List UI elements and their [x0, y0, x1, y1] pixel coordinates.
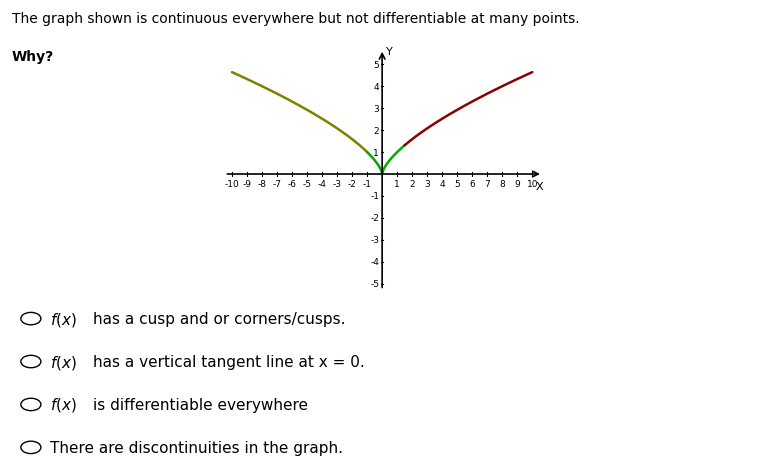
Text: 9: 9: [514, 179, 520, 188]
Text: is differentiable everywhere: is differentiable everywhere: [93, 397, 307, 412]
Text: $f(x)$: $f(x)$: [50, 396, 77, 414]
Text: 4: 4: [439, 179, 445, 188]
Text: -9: -9: [242, 179, 252, 188]
Text: 7: 7: [484, 179, 490, 188]
Text: -3: -3: [370, 236, 379, 245]
Text: 1: 1: [374, 148, 379, 157]
Text: Why?: Why?: [12, 50, 54, 64]
Text: 3: 3: [425, 179, 430, 188]
Text: -3: -3: [333, 179, 341, 188]
Text: -4: -4: [371, 258, 379, 267]
Text: -4: -4: [317, 179, 327, 188]
Text: $f(x)$: $f(x)$: [50, 310, 77, 328]
Text: 8: 8: [499, 179, 505, 188]
Text: -2: -2: [347, 179, 357, 188]
Text: has a cusp and or corners/cusps.: has a cusp and or corners/cusps.: [93, 311, 345, 327]
Text: 5: 5: [374, 60, 379, 69]
Text: X: X: [536, 181, 543, 191]
Text: Y: Y: [386, 47, 393, 57]
Text: -6: -6: [288, 179, 296, 188]
Text: -10: -10: [225, 179, 239, 188]
Text: -5: -5: [370, 280, 379, 288]
Text: $f(x)$: $f(x)$: [50, 353, 77, 371]
Text: -2: -2: [371, 214, 379, 223]
Text: -1: -1: [370, 192, 379, 201]
Text: 2: 2: [374, 126, 379, 135]
Text: 4: 4: [374, 82, 379, 91]
Text: -8: -8: [258, 179, 266, 188]
Text: 1: 1: [394, 179, 400, 188]
Text: There are discontinuities in the graph.: There are discontinuities in the graph.: [50, 440, 344, 455]
Text: 6: 6: [469, 179, 475, 188]
Text: -1: -1: [363, 179, 371, 188]
Text: 5: 5: [454, 179, 460, 188]
Text: -7: -7: [273, 179, 282, 188]
Text: The graph shown is continuous everywhere but not differentiable at many points.: The graph shown is continuous everywhere…: [12, 12, 579, 26]
Text: 2: 2: [409, 179, 415, 188]
Text: 10: 10: [527, 179, 538, 188]
Text: -5: -5: [303, 179, 312, 188]
Text: has a vertical tangent line at x = 0.: has a vertical tangent line at x = 0.: [93, 354, 364, 369]
Text: 3: 3: [374, 104, 379, 113]
